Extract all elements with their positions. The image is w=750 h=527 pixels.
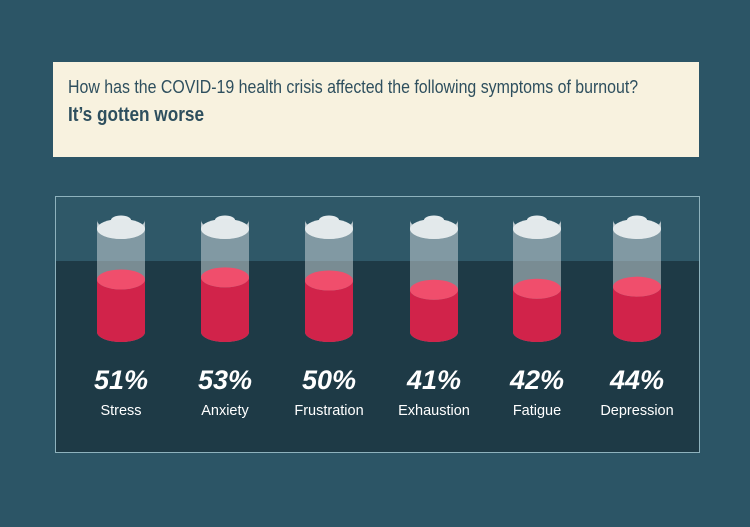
battery-fill-top-stress [97,269,145,290]
category-label-anxiety: Anxiety [201,403,249,419]
category-label-fatigue: Fatigue [513,403,561,419]
value-label-anxiety: 53% [198,365,252,395]
battery-fill-exhaustion [410,289,458,342]
battery-fill-stress [97,279,145,342]
battery-panel: 51% Stress 53% Anxiety 50% Frustration 41% Exha… [55,196,700,453]
value-label-fatigue: 42% [509,365,564,395]
battery-fill-frustration [305,280,353,342]
category-label-stress: Stress [100,403,141,419]
battery-fill-top-frustration [305,270,353,291]
battery-top-exhaustion [410,219,458,239]
title-card: How has the COVID-19 health crisis affec… [53,62,699,157]
panel-top-band [56,197,699,261]
battery-top-depression [613,219,661,239]
battery-fill-depression [613,286,661,342]
category-label-depression: Depression [600,403,673,419]
battery-top-frustration [305,219,353,239]
battery-top-fatigue [513,219,561,239]
battery-fill-anxiety [201,277,249,342]
battery-chart: 51% Stress 53% Anxiety 50% Frustration 41% Exha… [94,215,674,419]
value-label-exhaustion: 41% [406,365,461,395]
battery-fill-top-exhaustion [410,279,458,300]
value-label-stress: 51% [94,365,148,395]
value-label-depression: 44% [609,365,664,395]
battery-top-anxiety [201,219,249,239]
battery-fill-top-anxiety [201,267,249,288]
battery-fill-top-depression [613,276,661,297]
category-label-frustration: Frustration [294,403,363,419]
chart-title: How has the COVID-19 health crisis affec… [68,76,639,97]
battery-fill-top-fatigue [513,278,561,299]
battery-top-stress [97,219,145,239]
battery-fill-fatigue [513,288,561,342]
value-label-frustration: 50% [302,365,356,395]
category-label-exhaustion: Exhaustion [398,403,470,419]
chart-subtitle: It’s gotten worse [68,104,205,126]
